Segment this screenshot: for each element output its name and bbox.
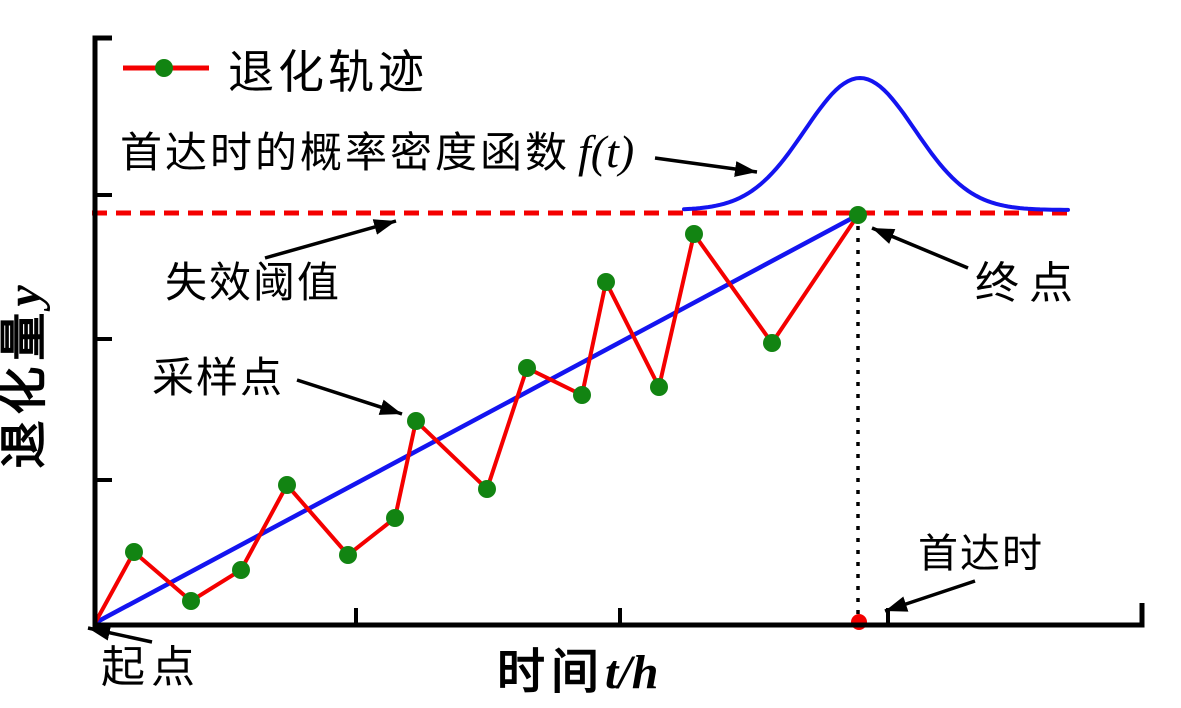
- threshold-arrow: [264, 219, 397, 260]
- start-label: 起点: [101, 643, 201, 692]
- sample-point-marker: [407, 412, 425, 430]
- end-label: 终点: [975, 259, 1083, 308]
- degradation-trajectory-line: [93, 213, 860, 624]
- sample-point-marker: [597, 273, 615, 291]
- sample-point-marker: [232, 561, 250, 579]
- sample-point-marker: [849, 206, 867, 224]
- pdf-label: 首达时的概率密度函数 f(t): [120, 126, 634, 177]
- first-passage-pdf-curve: [682, 75, 1070, 212]
- sample-point-marker: [478, 480, 496, 498]
- annotations-layer: 首达时的概率密度函数 f(t) 失效阈值 采样点 终点 首达时 起点: [87, 126, 1083, 692]
- first-passage-dot: [851, 614, 867, 630]
- start-arrow: [87, 624, 153, 644]
- sample-point-marker: [125, 543, 143, 561]
- sample-point-marker: [650, 378, 668, 396]
- sample-point-marker: [386, 509, 404, 527]
- sample-point-marker: [763, 334, 781, 352]
- first-passage-label: 首达时: [918, 531, 1044, 576]
- sample-point-marker: [339, 546, 357, 564]
- plot-series-layer: [92, 75, 1070, 630]
- sampling-label: 采样点: [152, 356, 284, 402]
- sample-point-marker: [685, 225, 703, 243]
- first-passage-arrow: [884, 579, 976, 613]
- sample-point-marker: [573, 386, 591, 404]
- threshold-label: 失效阈值: [165, 261, 341, 307]
- legend-label: 退化轨迹: [228, 47, 428, 98]
- sampling-arrow: [296, 378, 403, 416]
- legend-marker-sample: [155, 59, 173, 77]
- x-axis-title: 时间t/h: [497, 646, 658, 699]
- axis-titles: 时间t/h 退化量y: [0, 285, 658, 699]
- y-axis-title: 退化量y: [0, 285, 51, 469]
- end-arrow: [871, 226, 969, 270]
- sample-point-marker: [278, 476, 296, 494]
- sample-point-marker: [182, 592, 200, 610]
- sample-point-marker: [518, 359, 536, 377]
- legend: 退化轨迹: [123, 47, 428, 98]
- pdf-arrow: [654, 156, 758, 177]
